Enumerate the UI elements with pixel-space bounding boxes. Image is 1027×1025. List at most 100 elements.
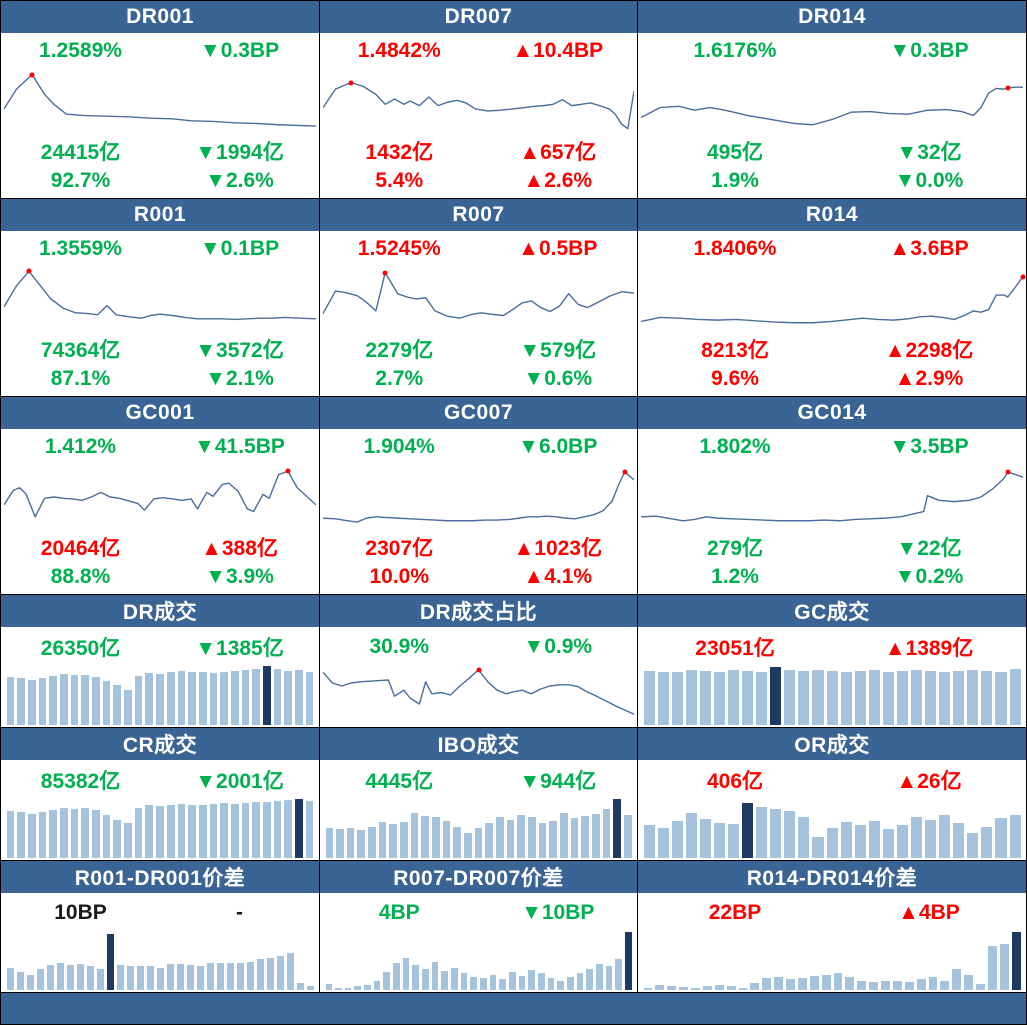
- bar: [146, 966, 154, 990]
- volume-value: 23051亿: [695, 636, 775, 660]
- spread-stat-row: 10BP -: [1, 893, 319, 929]
- spread-change: ▼10BP: [521, 900, 595, 924]
- bar: [451, 967, 458, 990]
- bar: [916, 979, 926, 990]
- bar: [713, 823, 725, 858]
- bar: [727, 824, 740, 858]
- volume-value: 279亿: [706, 537, 764, 560]
- line-series: [4, 464, 316, 530]
- bar: [220, 802, 228, 858]
- ratio-stat-row: 92.7% ▼2.6%: [1, 166, 319, 198]
- bar: [188, 672, 196, 725]
- panel-dr007: DR007 1.4842% ▲10.4BP 1432亿 ▲657亿 5.4% ▲…: [320, 1, 637, 198]
- spread-change: ▲4BP: [898, 900, 960, 924]
- highlight-bar: [263, 666, 271, 725]
- bar: [432, 817, 440, 858]
- bar: [784, 669, 796, 725]
- line-series: [323, 464, 634, 530]
- bar: [643, 671, 655, 725]
- bar: [713, 672, 725, 725]
- bar: [691, 987, 700, 990]
- ratio-value: 5.4%: [375, 169, 424, 192]
- rate-stat-row: 1.802% ▼3.5BP: [638, 429, 1026, 462]
- bar: [252, 669, 260, 725]
- bar: [892, 980, 902, 990]
- bar: [6, 967, 14, 990]
- bar: [882, 829, 894, 858]
- panel-body: 1.904% ▼6.0BP 2307亿 ▲1023亿 10.0% ▲4.1%: [320, 429, 637, 594]
- panel-body: 22BP ▲4BP: [638, 893, 1026, 992]
- ratio-value: 9.6%: [711, 367, 759, 390]
- bar: [995, 672, 1007, 725]
- bar: [566, 977, 574, 990]
- rate-value: 1.904%: [363, 435, 435, 458]
- volume-change: ▼944亿: [519, 769, 597, 793]
- bar: [186, 965, 194, 990]
- bar: [840, 672, 852, 725]
- panel-title: CR成交: [1, 728, 319, 760]
- bar: [273, 801, 282, 858]
- bar: [995, 818, 1007, 858]
- bar: [699, 671, 711, 725]
- bar: [198, 804, 207, 858]
- share-value: 30.9%: [369, 634, 430, 658]
- volume-stat-row: 406亿 ▲26亿: [638, 760, 1026, 796]
- bar: [156, 806, 164, 858]
- bar: [586, 968, 593, 990]
- bar: [102, 814, 111, 858]
- bar: [442, 820, 451, 858]
- bar: [266, 957, 274, 990]
- ratio-value: 1.2%: [711, 565, 759, 588]
- bar: [786, 979, 795, 990]
- bar: [1009, 668, 1021, 725]
- bar: [92, 810, 100, 858]
- rate-change: ▼0.3BP: [199, 39, 280, 62]
- bar: [685, 669, 697, 725]
- rate-value: 1.4842%: [357, 39, 441, 62]
- bar: [953, 671, 965, 725]
- bar: [344, 988, 352, 990]
- bar: [657, 828, 669, 858]
- ratio-value: 92.7%: [50, 169, 111, 192]
- panel-title: OR成交: [638, 728, 1026, 760]
- panel-body: 1.4842% ▲10.4BP 1432亿 ▲657亿 5.4% ▲2.6%: [320, 33, 637, 198]
- bar: [742, 671, 754, 725]
- bar: [925, 671, 937, 725]
- bar: [196, 966, 204, 990]
- ratio-change: ▼3.9%: [205, 565, 274, 588]
- panel-body: 23051亿 ▲1389亿: [638, 627, 1026, 727]
- bar: [797, 978, 807, 990]
- panel-dr-volume: DR成交 26350亿 ▼1385亿: [1, 595, 319, 727]
- bar: [833, 973, 843, 990]
- rate-change: ▼3.5BP: [889, 435, 969, 458]
- bar: [166, 805, 175, 858]
- bar: [256, 959, 264, 990]
- ratio-stat-row: 1.2% ▼0.2%: [638, 562, 1026, 594]
- spread-value: 4BP: [378, 900, 420, 924]
- volume-change: ▲1023亿: [513, 537, 602, 560]
- bar: [714, 985, 724, 990]
- panel-body: 4BP ▼10BP: [320, 893, 637, 992]
- panel-title: R014: [638, 199, 1026, 231]
- bar: [346, 828, 355, 858]
- panel-dr014: DR014 1.6176% ▼0.3BP 495亿 ▼32亿 1.9% ▼0.0…: [638, 1, 1026, 198]
- bar: [276, 955, 284, 990]
- spread-change: -: [236, 900, 243, 924]
- ratio-change: ▼0.6%: [523, 367, 593, 390]
- volume-stat-row: 74364亿 ▼3572亿: [1, 334, 319, 364]
- bar: [882, 672, 894, 725]
- bar: [56, 963, 64, 990]
- bar: [591, 813, 600, 858]
- bar: [953, 823, 965, 858]
- ratio-stat-row: 88.8% ▼3.9%: [1, 562, 319, 594]
- bar: [784, 811, 796, 858]
- bar: [812, 669, 824, 725]
- volume-value: 2279亿: [365, 339, 434, 362]
- bar: [537, 973, 545, 990]
- panel-cr-volume: CR成交 85382亿 ▼2001亿: [1, 728, 319, 860]
- bar-series: [323, 931, 634, 990]
- bar: [854, 825, 866, 858]
- panel-title: DR成交占比: [320, 595, 637, 627]
- panel-title: GC001: [1, 397, 319, 429]
